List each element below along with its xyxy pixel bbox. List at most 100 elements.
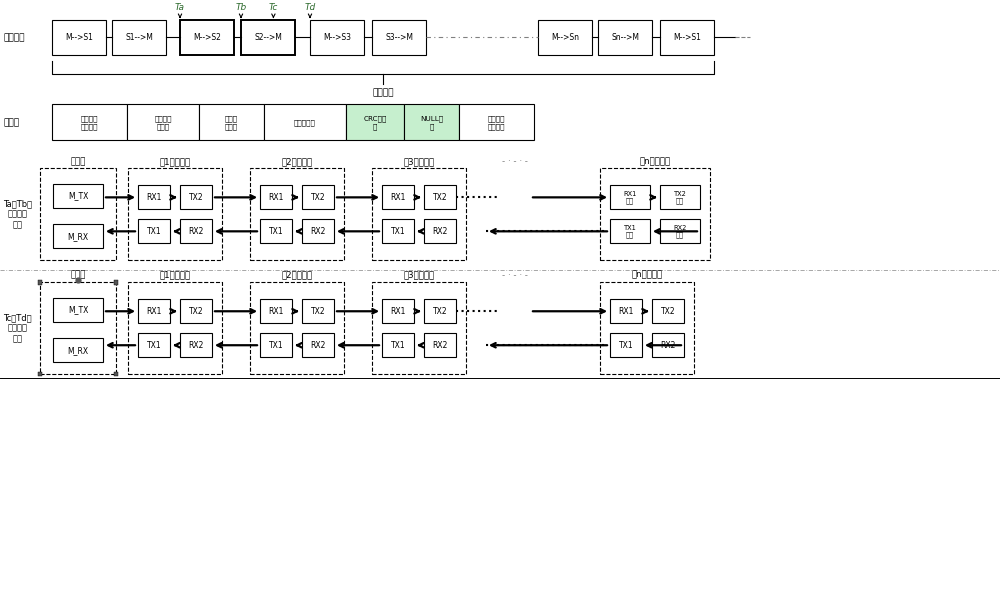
Bar xyxy=(600,168,710,260)
Bar xyxy=(372,20,426,56)
Text: 第n个从节点: 第n个从节点 xyxy=(631,271,663,280)
Text: RX2: RX2 xyxy=(188,341,204,349)
Text: 第3个从节点: 第3个从节点 xyxy=(403,271,435,280)
Bar xyxy=(424,185,456,209)
Text: M_TX: M_TX xyxy=(68,305,88,315)
Bar xyxy=(652,334,684,357)
Bar xyxy=(310,20,364,56)
Bar xyxy=(114,372,118,376)
Bar xyxy=(38,280,42,285)
Bar xyxy=(199,105,264,140)
Bar xyxy=(127,105,199,140)
Bar xyxy=(459,105,534,140)
Text: 第2个从节点: 第2个从节点 xyxy=(281,271,313,280)
Bar xyxy=(424,299,456,323)
Text: Ta至Tb时
间段数据
流向: Ta至Tb时 间段数据 流向 xyxy=(3,200,32,230)
Text: 数据帧组: 数据帧组 xyxy=(3,33,24,42)
Bar xyxy=(302,185,334,209)
Bar xyxy=(260,334,292,357)
Bar xyxy=(382,299,414,323)
Text: 接收模块
复位标识: 接收模块 复位标识 xyxy=(81,115,98,130)
Text: RX1: RX1 xyxy=(390,307,406,316)
Bar xyxy=(241,20,295,56)
Bar xyxy=(53,225,103,248)
Bar xyxy=(660,20,714,56)
Text: TX2: TX2 xyxy=(433,193,447,202)
Text: TX2: TX2 xyxy=(189,193,203,202)
Text: Td: Td xyxy=(304,2,316,12)
Text: TX1: TX1 xyxy=(147,341,161,349)
Text: RX2: RX2 xyxy=(188,227,204,236)
Bar xyxy=(53,184,103,208)
Text: 数据包起
始标识: 数据包起 始标识 xyxy=(154,115,172,130)
Text: Tc至Td时
间段数据
流向: Tc至Td时 间段数据 流向 xyxy=(3,313,32,343)
Text: RX1: RX1 xyxy=(146,193,162,202)
Text: 主节点: 主节点 xyxy=(70,157,86,166)
Bar xyxy=(652,299,684,323)
Text: M_RX: M_RX xyxy=(67,232,89,241)
Bar xyxy=(138,334,170,357)
Bar xyxy=(260,299,292,323)
Text: 第1个从节点: 第1个从节点 xyxy=(159,271,191,280)
Bar xyxy=(404,105,459,140)
Bar xyxy=(112,20,166,56)
Text: S2-->M: S2-->M xyxy=(254,33,282,42)
Text: - · - · -: - · - · - xyxy=(502,271,528,280)
Text: TX2: TX2 xyxy=(433,307,447,316)
Bar xyxy=(382,219,414,244)
Bar xyxy=(250,282,344,374)
Bar xyxy=(382,185,414,209)
Bar xyxy=(180,299,212,323)
Text: TX1: TX1 xyxy=(269,227,283,236)
Bar xyxy=(138,299,170,323)
Bar xyxy=(538,20,592,56)
Text: TX1: TX1 xyxy=(619,341,633,349)
Bar xyxy=(264,105,346,140)
Bar xyxy=(128,168,222,260)
Text: Ta: Ta xyxy=(175,2,185,12)
Text: M-->S3: M-->S3 xyxy=(323,33,351,42)
Text: TX2: TX2 xyxy=(189,307,203,316)
Bar xyxy=(302,334,334,357)
Text: RX2
模块: RX2 模块 xyxy=(673,225,687,238)
Text: M-->S1: M-->S1 xyxy=(673,33,701,42)
Bar xyxy=(52,20,106,56)
Text: M-->Sn: M-->Sn xyxy=(551,33,579,42)
Bar xyxy=(53,338,103,362)
Text: TX1
模块: TX1 模块 xyxy=(624,225,636,238)
Text: 主节点: 主节点 xyxy=(70,271,86,280)
Bar xyxy=(372,168,466,260)
Text: RX2: RX2 xyxy=(310,341,326,349)
Bar xyxy=(180,185,212,209)
Bar xyxy=(40,282,116,374)
Text: 第3个从节点: 第3个从节点 xyxy=(403,157,435,166)
Bar xyxy=(600,282,694,374)
Bar xyxy=(424,334,456,357)
Bar xyxy=(610,334,642,357)
Text: Tc: Tc xyxy=(269,2,278,12)
Text: 帧结构: 帧结构 xyxy=(3,118,19,127)
Bar xyxy=(40,168,116,260)
Bar xyxy=(660,185,700,209)
Text: RX1: RX1 xyxy=(268,307,284,316)
Text: 通讯周期: 通讯周期 xyxy=(372,88,394,97)
Text: TX2: TX2 xyxy=(311,193,325,202)
Text: TX2: TX2 xyxy=(661,307,675,316)
Text: TX1: TX1 xyxy=(147,227,161,236)
Text: 目标地
址标识: 目标地 址标识 xyxy=(225,115,238,130)
Text: CRC校验
码: CRC校验 码 xyxy=(363,115,387,130)
Text: RX1
模块: RX1 模块 xyxy=(623,190,637,204)
Bar xyxy=(180,334,212,357)
Text: RX2: RX2 xyxy=(310,227,326,236)
Text: RX1: RX1 xyxy=(618,307,634,316)
Bar xyxy=(372,282,466,374)
Bar xyxy=(610,299,642,323)
Bar xyxy=(302,299,334,323)
Bar xyxy=(52,105,127,140)
Bar xyxy=(38,372,42,376)
Text: 第n个从节点: 第n个从节点 xyxy=(639,157,671,166)
Bar xyxy=(424,219,456,244)
Text: Tb: Tb xyxy=(235,2,247,12)
Text: M_RX: M_RX xyxy=(67,346,89,355)
Bar xyxy=(598,20,652,56)
